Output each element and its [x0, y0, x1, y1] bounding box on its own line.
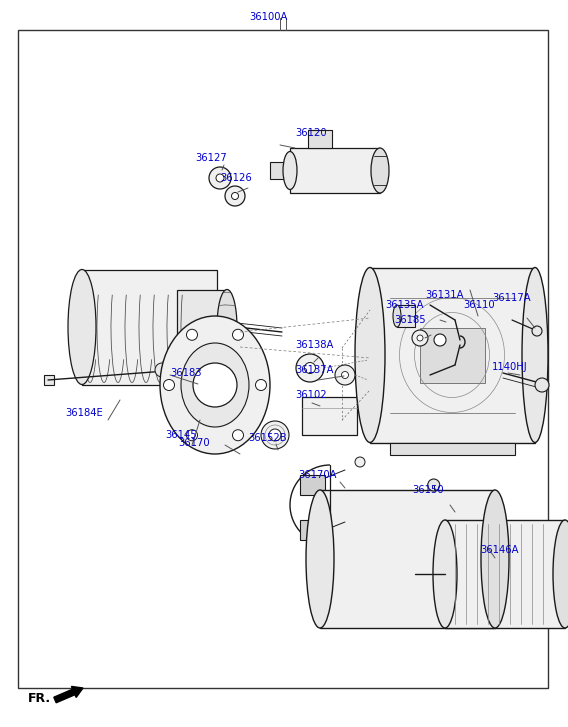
Bar — [370, 268, 535, 443]
Bar — [320, 490, 495, 628]
FancyArrow shape — [54, 686, 83, 703]
Circle shape — [186, 329, 198, 340]
Ellipse shape — [283, 151, 297, 190]
Bar — [420, 328, 485, 383]
Text: 1140HJ: 1140HJ — [492, 362, 528, 372]
Text: 36152B: 36152B — [248, 433, 287, 443]
Circle shape — [256, 379, 266, 390]
Bar — [445, 520, 565, 628]
Ellipse shape — [306, 490, 334, 628]
Ellipse shape — [433, 520, 457, 628]
Text: 36137A: 36137A — [295, 365, 333, 375]
Bar — [308, 130, 332, 148]
Circle shape — [532, 326, 542, 336]
Bar — [390, 443, 515, 455]
Text: 36184E: 36184E — [65, 408, 103, 418]
Circle shape — [232, 193, 239, 199]
Text: 36127: 36127 — [195, 153, 227, 163]
Ellipse shape — [553, 520, 568, 628]
Ellipse shape — [181, 343, 249, 427]
Text: 36126: 36126 — [220, 173, 252, 183]
Text: 36150: 36150 — [412, 485, 444, 495]
Circle shape — [164, 379, 174, 390]
Circle shape — [209, 167, 231, 189]
Circle shape — [155, 363, 169, 377]
Text: 36135A: 36135A — [385, 300, 424, 310]
Text: 36100A: 36100A — [249, 12, 287, 22]
Circle shape — [225, 186, 245, 206]
Bar — [82, 270, 217, 385]
Bar — [565, 540, 568, 608]
Ellipse shape — [393, 305, 401, 327]
Text: 36138A: 36138A — [295, 340, 333, 350]
Bar — [300, 520, 325, 540]
Circle shape — [232, 329, 244, 340]
Circle shape — [434, 334, 446, 346]
Bar — [44, 375, 54, 385]
Bar — [270, 162, 290, 179]
Bar — [290, 148, 380, 193]
Bar — [300, 475, 325, 495]
Circle shape — [232, 430, 244, 441]
Bar — [177, 290, 227, 365]
Circle shape — [296, 354, 324, 382]
Ellipse shape — [371, 148, 389, 193]
Circle shape — [261, 421, 289, 449]
Circle shape — [186, 430, 198, 441]
Ellipse shape — [481, 490, 509, 628]
Text: 36110: 36110 — [463, 300, 495, 310]
Text: FR.: FR. — [28, 691, 51, 704]
Ellipse shape — [217, 289, 237, 364]
Bar — [397, 305, 415, 327]
Circle shape — [193, 363, 237, 407]
Circle shape — [355, 457, 365, 467]
Circle shape — [417, 335, 423, 341]
Circle shape — [304, 363, 315, 374]
Text: 36117A: 36117A — [492, 293, 531, 303]
Circle shape — [269, 429, 281, 441]
Text: 36170: 36170 — [178, 438, 210, 448]
Circle shape — [341, 371, 349, 379]
Circle shape — [335, 365, 355, 385]
Text: 36131A: 36131A — [425, 290, 463, 300]
Ellipse shape — [68, 270, 96, 385]
Text: 36183: 36183 — [170, 368, 202, 378]
Text: 36120: 36120 — [295, 128, 327, 138]
Circle shape — [428, 479, 440, 491]
Circle shape — [216, 174, 224, 182]
Circle shape — [535, 378, 549, 392]
Text: 36102: 36102 — [295, 390, 327, 400]
Ellipse shape — [522, 268, 548, 443]
Text: 36185: 36185 — [394, 315, 425, 325]
Text: 36146A: 36146A — [480, 545, 519, 555]
Circle shape — [412, 330, 428, 346]
Bar — [302, 397, 357, 435]
Text: 36170A: 36170A — [298, 470, 336, 480]
Text: 36145: 36145 — [165, 430, 197, 440]
Ellipse shape — [355, 268, 385, 443]
Ellipse shape — [160, 316, 270, 454]
